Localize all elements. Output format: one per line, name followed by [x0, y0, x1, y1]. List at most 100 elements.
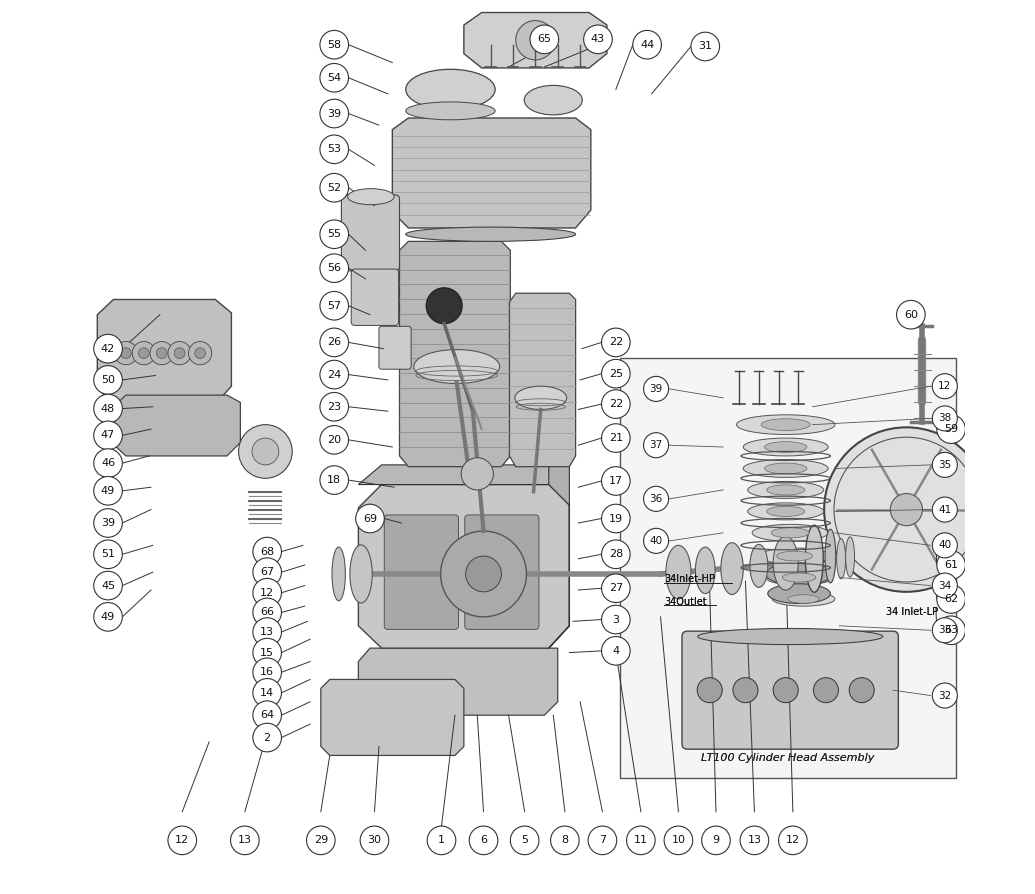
- Circle shape: [253, 598, 282, 627]
- Ellipse shape: [846, 536, 855, 578]
- Text: 19: 19: [609, 513, 623, 524]
- Ellipse shape: [747, 502, 824, 520]
- Circle shape: [427, 826, 455, 855]
- Text: 37: 37: [649, 440, 662, 451]
- Text: 35: 35: [938, 460, 951, 470]
- Text: 39: 39: [101, 518, 115, 528]
- Ellipse shape: [825, 529, 836, 583]
- Ellipse shape: [332, 547, 346, 601]
- Circle shape: [773, 678, 798, 703]
- Circle shape: [94, 366, 122, 394]
- Circle shape: [94, 571, 122, 600]
- Circle shape: [253, 701, 282, 730]
- Circle shape: [551, 826, 580, 855]
- Text: 2: 2: [264, 732, 271, 743]
- Circle shape: [320, 173, 349, 202]
- Text: 8: 8: [561, 835, 568, 846]
- Ellipse shape: [721, 543, 743, 595]
- Circle shape: [510, 826, 539, 855]
- Text: 34: 34: [938, 580, 951, 591]
- Circle shape: [933, 452, 957, 477]
- Circle shape: [253, 558, 282, 586]
- Text: 36: 36: [649, 493, 662, 504]
- Circle shape: [94, 394, 122, 423]
- Circle shape: [94, 603, 122, 631]
- Circle shape: [114, 342, 138, 365]
- Circle shape: [584, 25, 613, 54]
- Circle shape: [94, 449, 122, 477]
- Text: 13: 13: [238, 835, 252, 846]
- Circle shape: [937, 415, 966, 443]
- Circle shape: [933, 533, 957, 558]
- Polygon shape: [358, 485, 569, 648]
- Text: 34Outlet: 34Outlet: [664, 596, 707, 607]
- Polygon shape: [114, 395, 240, 456]
- Text: 33: 33: [938, 625, 951, 636]
- Circle shape: [156, 348, 167, 358]
- Text: 53: 53: [327, 144, 342, 155]
- Circle shape: [320, 63, 349, 92]
- Circle shape: [601, 359, 630, 388]
- FancyBboxPatch shape: [342, 195, 400, 271]
- Text: 67: 67: [260, 567, 274, 578]
- Text: 49: 49: [101, 611, 115, 622]
- Circle shape: [462, 458, 494, 490]
- Text: 34 Inlet-LP: 34 Inlet-LP: [886, 607, 938, 618]
- Text: 39: 39: [649, 384, 662, 394]
- Circle shape: [466, 556, 501, 592]
- Circle shape: [253, 618, 282, 646]
- Ellipse shape: [773, 536, 798, 590]
- Circle shape: [231, 826, 259, 855]
- Circle shape: [94, 540, 122, 569]
- Ellipse shape: [348, 189, 394, 205]
- Ellipse shape: [766, 563, 832, 586]
- Text: 12: 12: [938, 381, 951, 392]
- Text: 58: 58: [327, 39, 342, 50]
- Text: 32: 32: [938, 690, 951, 701]
- Text: 40: 40: [939, 540, 951, 551]
- Text: 26: 26: [327, 337, 342, 348]
- Text: 55: 55: [327, 229, 342, 240]
- Circle shape: [360, 826, 389, 855]
- Ellipse shape: [752, 524, 828, 541]
- Ellipse shape: [765, 463, 807, 474]
- Circle shape: [320, 360, 349, 389]
- Text: 46: 46: [101, 458, 115, 468]
- Circle shape: [644, 376, 669, 401]
- Text: 34Outlet: 34Outlet: [664, 596, 707, 607]
- Circle shape: [937, 585, 966, 613]
- Circle shape: [320, 220, 349, 249]
- Circle shape: [253, 537, 282, 566]
- Ellipse shape: [767, 506, 804, 517]
- Circle shape: [890, 493, 922, 526]
- Text: 21: 21: [609, 433, 623, 443]
- Text: 7: 7: [599, 835, 605, 846]
- Text: 57: 57: [327, 300, 342, 311]
- Text: 54: 54: [327, 72, 342, 83]
- Circle shape: [644, 433, 669, 458]
- Circle shape: [601, 328, 630, 357]
- Text: 42: 42: [101, 343, 115, 354]
- Text: 47: 47: [101, 430, 115, 441]
- Ellipse shape: [514, 386, 567, 409]
- Circle shape: [441, 531, 527, 617]
- Circle shape: [320, 135, 349, 164]
- Circle shape: [253, 723, 282, 752]
- Text: 23: 23: [327, 401, 342, 412]
- Text: 34 Inlet-LP: 34 Inlet-LP: [886, 607, 938, 618]
- Text: 22: 22: [609, 337, 623, 348]
- Circle shape: [778, 826, 807, 855]
- Text: 30: 30: [367, 835, 382, 846]
- Circle shape: [664, 826, 692, 855]
- Circle shape: [320, 99, 349, 128]
- Text: 25: 25: [609, 368, 623, 379]
- Text: 48: 48: [101, 403, 115, 414]
- FancyBboxPatch shape: [465, 515, 539, 629]
- Text: 28: 28: [609, 549, 623, 560]
- Ellipse shape: [737, 415, 835, 434]
- Circle shape: [320, 466, 349, 494]
- Ellipse shape: [776, 552, 812, 561]
- Ellipse shape: [836, 538, 846, 579]
- Circle shape: [933, 618, 957, 643]
- Text: 41: 41: [938, 504, 951, 515]
